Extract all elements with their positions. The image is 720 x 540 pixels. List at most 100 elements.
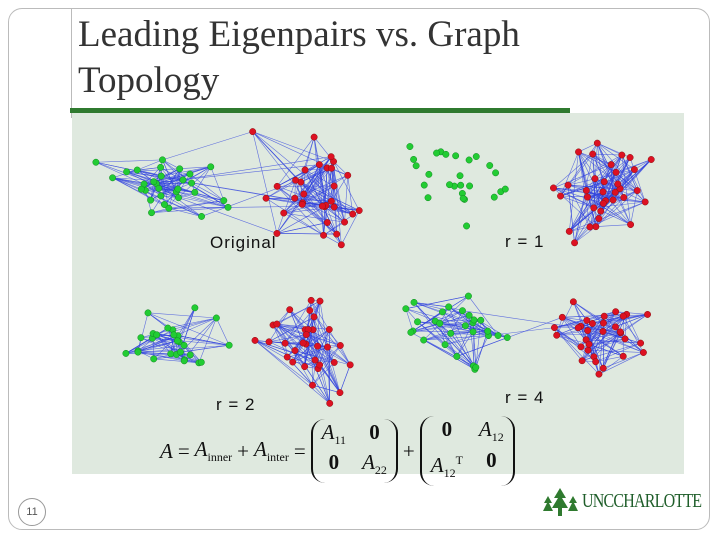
graph-edge	[553, 187, 594, 209]
graph-node	[637, 339, 645, 347]
graph-edge	[602, 314, 648, 332]
graph-node	[639, 349, 647, 356]
graph-node	[412, 162, 420, 170]
graph-node	[325, 326, 333, 333]
graph-edge	[312, 384, 341, 393]
graph-edge	[554, 327, 596, 362]
term-base: A	[321, 419, 335, 444]
graph-edge	[588, 338, 626, 345]
graph-edge	[587, 154, 623, 198]
term-base: A	[478, 417, 492, 442]
graph-node	[589, 320, 596, 327]
graph-node	[553, 331, 561, 339]
graph-edge	[331, 168, 345, 223]
graph-edge	[276, 186, 337, 235]
graph-edge	[151, 207, 229, 213]
graph-node	[327, 197, 335, 205]
graph-node	[550, 184, 557, 192]
graph-edge	[556, 330, 588, 336]
graph-edge	[468, 295, 499, 336]
logo-text: UNCCHARLOTTE	[582, 490, 702, 512]
graph-node	[150, 355, 158, 363]
graph-edge	[167, 317, 217, 329]
formula-plus: +	[402, 438, 415, 463]
graph-edge	[147, 312, 230, 346]
graph-node	[109, 174, 117, 182]
term-subscript: 12	[491, 430, 504, 445]
graph-node	[310, 133, 318, 141]
graph-edge	[137, 167, 161, 171]
graph-node	[584, 327, 592, 335]
graph-edge	[595, 197, 624, 227]
graph-edge	[339, 364, 351, 393]
term-subscript: inter	[266, 450, 289, 465]
graph-edge	[313, 137, 320, 165]
graph-node	[191, 304, 199, 312]
graph-node	[647, 156, 655, 163]
graph-node	[137, 334, 145, 342]
graph-edge	[578, 142, 598, 153]
graph-node	[198, 212, 205, 220]
graph-node	[557, 192, 564, 200]
graph-node	[578, 357, 586, 365]
graph-node	[425, 170, 433, 178]
graph-node	[621, 335, 629, 343]
graph-edge	[151, 168, 180, 213]
formula: A = Ainner + Ainter = A11 0 0 A22 +0 A12 A12T 0	[160, 416, 515, 486]
page-number: 11	[18, 498, 46, 526]
graph-edge	[95, 159, 163, 163]
graph-edge	[301, 168, 332, 205]
term-base: 0	[486, 447, 497, 472]
graph-edge	[112, 177, 165, 205]
graph-node	[307, 296, 315, 304]
graph-edge	[276, 206, 325, 234]
graph-node	[633, 187, 641, 195]
graph-node	[92, 158, 100, 166]
graph-edge	[317, 346, 341, 393]
graph-edge	[162, 131, 253, 161]
graph-node	[584, 346, 592, 354]
graph-node	[273, 182, 281, 190]
graph-edge	[413, 302, 474, 367]
graph-edge	[319, 164, 324, 236]
graph-node	[569, 298, 577, 306]
graph-edge	[569, 172, 617, 232]
graph-edge	[603, 352, 644, 369]
graph-node	[599, 319, 607, 327]
graph-edge	[294, 156, 332, 199]
graph-edge	[341, 210, 360, 245]
formula-term: Ainner	[195, 437, 232, 465]
graph-edge	[167, 327, 185, 361]
graph-edge	[312, 345, 341, 386]
graph-edge	[276, 233, 337, 235]
graph-node	[355, 207, 363, 214]
graph-node	[224, 203, 232, 211]
graph-node	[551, 324, 558, 332]
graph-edge	[593, 201, 646, 209]
graph-node	[492, 169, 500, 177]
graph-edge	[588, 311, 616, 345]
graph-node	[477, 316, 485, 324]
graph-edge	[95, 161, 145, 185]
graph-edge	[587, 196, 614, 201]
graph-edge	[161, 166, 211, 177]
graph-node	[346, 361, 354, 369]
graph-node	[406, 143, 414, 150]
graph-node	[620, 194, 628, 201]
graph-node	[251, 336, 259, 344]
graph-node	[337, 241, 345, 249]
graph-edge	[573, 301, 588, 321]
graph-edge	[444, 330, 488, 345]
graph-node	[306, 307, 314, 314]
graph-node	[186, 170, 194, 178]
term-base: A	[194, 436, 208, 461]
graph-node	[323, 219, 331, 226]
graph-edge	[304, 137, 315, 171]
graph-edge	[303, 175, 348, 195]
graph-node	[564, 181, 572, 189]
graph-edge	[168, 205, 323, 209]
graph-edge	[578, 151, 618, 185]
graph-edge	[283, 212, 345, 223]
